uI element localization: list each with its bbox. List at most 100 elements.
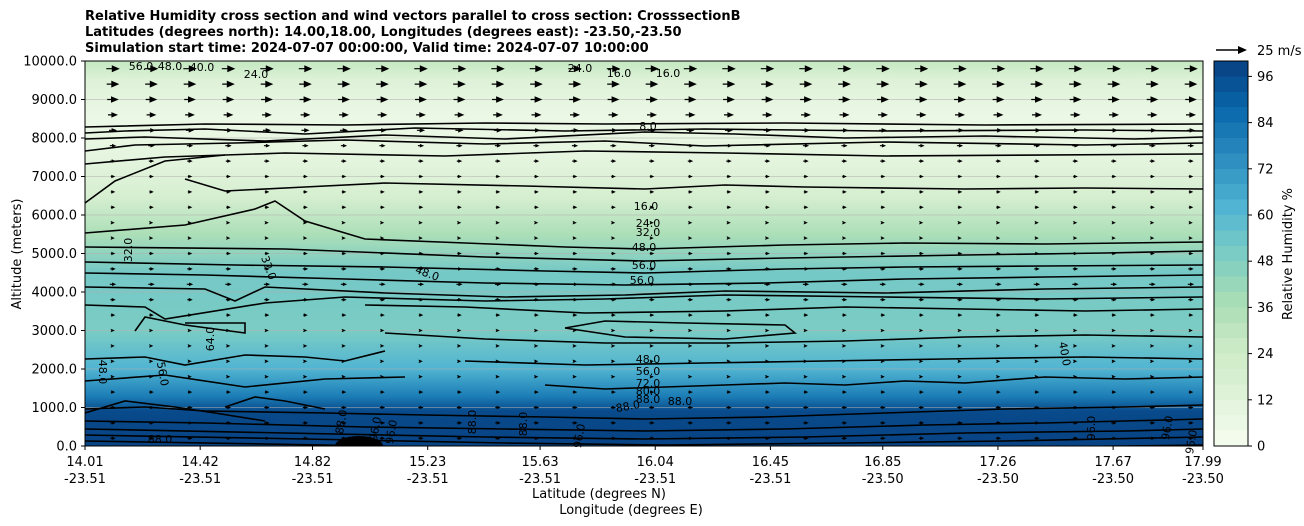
wind-arrow-icon	[341, 313, 347, 317]
wind-arrow-icon	[303, 205, 308, 210]
wind-arrow-icon	[533, 159, 540, 163]
wind-arrow-icon	[1184, 80, 1198, 88]
wind-arrow-icon	[726, 159, 732, 163]
wind-arrow-icon	[1188, 359, 1193, 364]
wind-arrow-icon	[842, 251, 847, 256]
wind-arrow-icon	[418, 205, 424, 210]
wind-arrow-icon	[110, 436, 116, 441]
wind-arrow-icon	[454, 112, 465, 118]
wind-arrow-icon	[264, 390, 270, 394]
wind-arrow-icon	[149, 205, 154, 210]
contour-line	[364, 304, 1203, 314]
wind-arrow-icon	[880, 390, 886, 394]
wind-arrow-icon	[611, 236, 616, 240]
wind-arrow-icon	[110, 220, 115, 225]
wind-arrow-icon	[1034, 297, 1040, 302]
y-tick-label: 5000.0	[32, 247, 78, 262]
wind-arrow-icon	[146, 112, 157, 118]
wind-arrow-icon	[1034, 251, 1040, 256]
wind-arrow-icon	[377, 112, 388, 118]
wind-arrow-icon	[1188, 313, 1194, 317]
wind-arrow-icon	[187, 313, 193, 317]
x-tick-label-longitude: -23.51	[634, 472, 676, 487]
wind-arrow-icon	[803, 174, 809, 179]
wind-arrow-icon	[341, 251, 347, 256]
wind-arrow-icon	[842, 328, 847, 333]
wind-arrow-icon	[1073, 174, 1078, 179]
contour-label: 96.0	[1183, 429, 1200, 455]
wind-arrow-icon	[803, 236, 808, 240]
wind-arrow-icon	[452, 65, 467, 73]
wind-arrow-icon	[303, 344, 308, 348]
contour-label: 56.0	[630, 274, 655, 287]
wind-arrow-icon	[957, 159, 963, 163]
wind-arrow-icon	[341, 421, 347, 425]
quiver-key: 25 m/s	[1216, 44, 1302, 59]
wind-arrow-icon	[534, 359, 539, 364]
wind-arrow-icon	[1188, 297, 1194, 302]
wind-arrow-icon	[418, 313, 424, 317]
wind-arrow-icon	[726, 236, 731, 240]
wind-arrow-icon	[1186, 112, 1196, 118]
wind-arrow-icon	[302, 267, 309, 271]
wind-arrow-icon	[957, 267, 963, 271]
wind-arrow-icon	[187, 436, 193, 441]
wind-arrow-icon	[226, 174, 231, 179]
wind-arrow-icon	[803, 328, 808, 333]
wind-arrow-icon	[533, 297, 540, 302]
wind-arrow-icon	[380, 251, 385, 256]
wind-arrow-icon	[1187, 282, 1195, 287]
wind-arrow-icon	[380, 174, 385, 179]
x-tick-label-latitude: 14.01	[66, 455, 103, 470]
wind-arrow-icon	[302, 436, 309, 441]
wind-arrow-icon	[842, 174, 847, 179]
wind-arrow-icon	[187, 236, 192, 240]
wind-arrow-icon	[688, 205, 693, 210]
wind-arrow-icon	[765, 174, 770, 179]
wind-arrow-icon	[725, 128, 733, 133]
wind-arrow-icon	[1111, 297, 1117, 302]
wind-arrow-icon	[841, 159, 848, 163]
wind-arrow-icon	[761, 80, 774, 88]
wind-arrow-icon	[149, 328, 154, 333]
contour-label: 88.0	[615, 398, 641, 415]
wind-arrow-icon	[1111, 390, 1117, 394]
wind-arrow-icon	[1073, 190, 1078, 194]
contour-line	[85, 489, 285, 499]
wind-arrow-icon	[610, 267, 617, 271]
wind-arrow-icon	[530, 96, 543, 103]
wind-arrow-icon	[572, 328, 577, 333]
wind-arrow-icon	[457, 344, 462, 348]
wind-arrow-icon	[726, 190, 732, 194]
x-tick-label-longitude: -23.50	[1182, 472, 1224, 487]
wind-arrow-icon	[803, 405, 809, 410]
wind-arrow-icon	[841, 405, 848, 410]
contour-line	[85, 418, 1203, 432]
contour-label: 40.0	[190, 61, 215, 74]
wind-arrow-icon	[534, 328, 539, 333]
contour-line	[85, 294, 1203, 320]
contour-label: 64.0	[204, 327, 217, 352]
wind-arrow-icon	[610, 297, 617, 302]
wind-arrow-icon	[457, 205, 462, 210]
wind-arrow-icon	[226, 359, 231, 364]
wind-arrow-icon	[648, 282, 656, 287]
wind-arrow-icon	[842, 220, 847, 225]
wind-arrow-icon	[495, 374, 500, 379]
wind-arrow-icon	[611, 190, 616, 194]
wind-arrow-icon	[611, 374, 616, 379]
colorbar-frame	[1213, 60, 1249, 447]
wind-arrow-icon	[185, 128, 195, 133]
wind-arrow-icon	[495, 297, 501, 302]
x-tick-label-latitude: 14.42	[182, 455, 219, 470]
contour-label: 96.0	[1085, 416, 1098, 441]
wind-arrow-icon	[110, 328, 115, 333]
wind-arrow-icon	[996, 174, 1001, 179]
wind-arrow-icon	[688, 174, 693, 179]
wind-arrow-icon	[1111, 159, 1117, 163]
wind-arrow-icon	[687, 405, 694, 410]
wind-arrow-icon	[495, 313, 501, 317]
wind-arrow-icon	[1188, 251, 1194, 256]
wind-arrow-icon	[341, 174, 347, 179]
wind-arrow-icon	[803, 390, 809, 394]
